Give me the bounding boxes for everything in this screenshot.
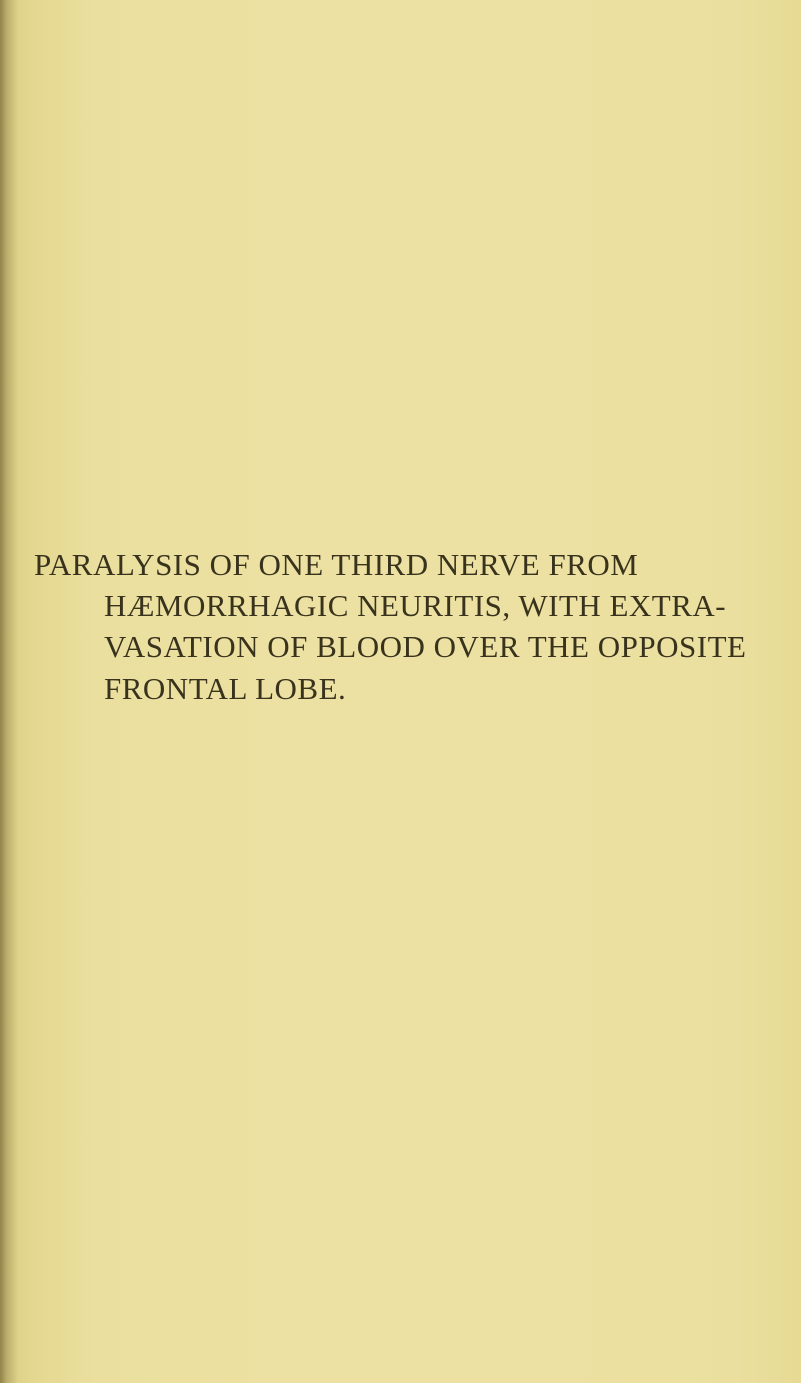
page-binding-shadow (0, 0, 18, 1383)
title-paragraph: PARALYSIS OF ONE THIRD NERVE FROM HÆMORR… (34, 544, 759, 709)
title-line-2: HÆMORRHAGIC NEURITIS, WITH EXTRA- (34, 585, 759, 626)
title-line-1: PARALYSIS OF ONE THIRD NERVE FROM (34, 544, 759, 585)
title-line-3: VASATION OF BLOOD OVER THE OPPOSITE (34, 626, 759, 667)
scanned-page: PARALYSIS OF ONE THIRD NERVE FROM HÆMORR… (0, 0, 801, 1383)
title-line-4: FRONTAL LOBE. (34, 668, 759, 709)
